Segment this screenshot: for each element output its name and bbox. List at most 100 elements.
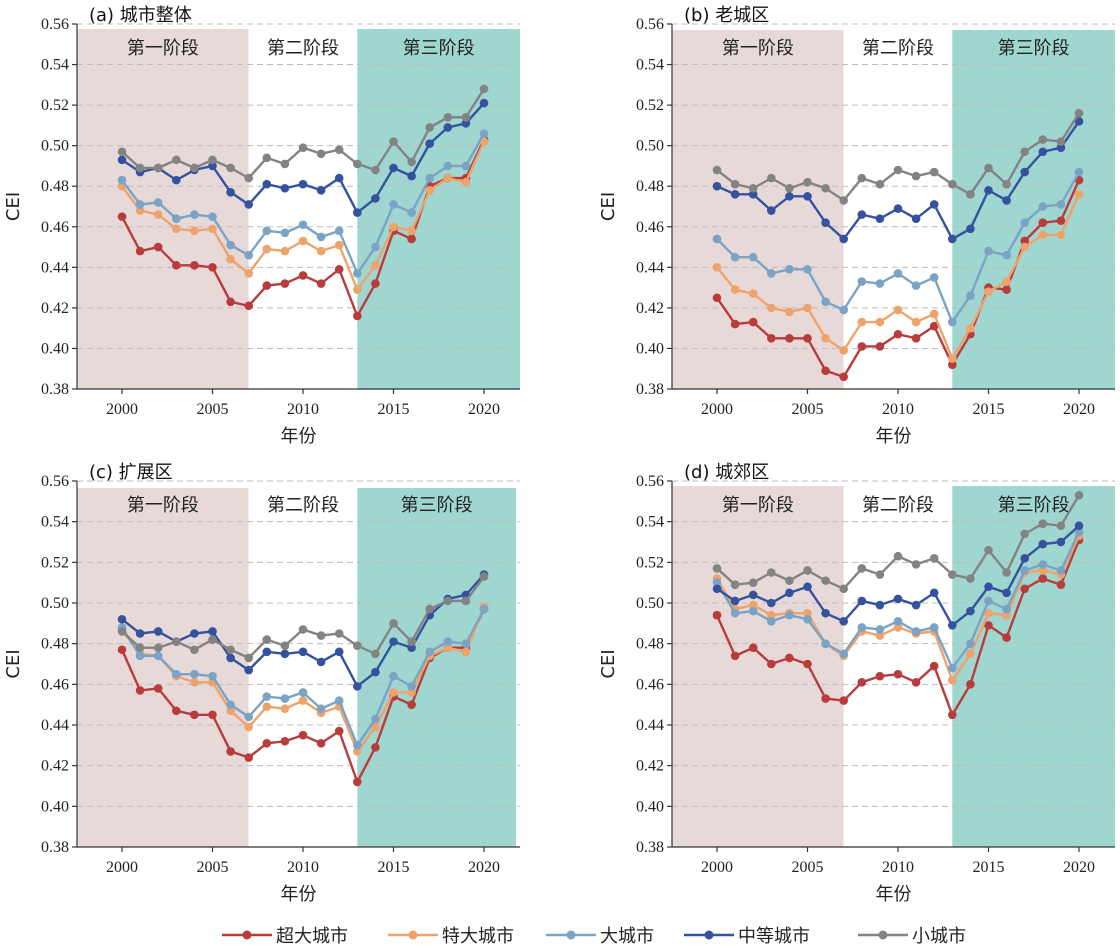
data-point — [226, 747, 235, 756]
data-point — [118, 176, 127, 185]
x-tick-label: 2005 — [792, 401, 824, 418]
data-point — [444, 174, 453, 183]
data-point — [172, 261, 181, 270]
data-point — [353, 285, 362, 294]
data-point — [1057, 216, 1066, 225]
data-point — [1057, 521, 1066, 530]
data-point — [876, 318, 885, 327]
data-point — [154, 210, 163, 219]
data-point — [208, 156, 217, 165]
y-axis-title: CEI — [3, 192, 24, 221]
data-point — [208, 711, 217, 720]
data-point — [1020, 218, 1029, 227]
data-point — [425, 123, 434, 132]
data-point — [912, 334, 921, 343]
y-tick-label: 0.46 — [636, 676, 664, 693]
data-point — [731, 285, 740, 294]
data-point — [948, 664, 957, 673]
data-point — [785, 265, 794, 274]
legend-swatch-marker — [705, 931, 714, 940]
data-point — [263, 281, 272, 290]
data-point — [912, 627, 921, 636]
data-point — [281, 694, 290, 703]
data-point — [317, 186, 326, 195]
data-point — [244, 200, 253, 209]
data-point — [263, 227, 272, 236]
y-tick-label: 0.44 — [41, 259, 69, 276]
data-point — [226, 654, 235, 663]
data-point — [480, 99, 489, 108]
data-point — [785, 611, 794, 620]
data-point — [749, 578, 758, 587]
data-point — [930, 310, 939, 319]
data-point — [118, 615, 127, 624]
data-point — [425, 648, 434, 657]
y-tick-label: 0.40 — [636, 340, 664, 357]
stage-label: 第一阶段 — [722, 38, 794, 59]
data-point — [1002, 277, 1011, 286]
data-point — [389, 137, 398, 146]
data-point — [407, 235, 416, 244]
data-point — [876, 279, 885, 288]
data-point — [190, 629, 199, 638]
data-point — [281, 160, 290, 169]
data-point — [299, 731, 308, 740]
data-point — [425, 174, 434, 183]
data-point — [803, 178, 812, 187]
data-point — [462, 639, 471, 648]
data-point — [749, 318, 758, 327]
data-point — [930, 554, 939, 563]
x-tick-label: 2000 — [701, 401, 733, 418]
data-point — [966, 650, 975, 659]
data-point — [281, 247, 290, 256]
data-point — [767, 568, 776, 577]
y-axis-title: CEI — [598, 192, 619, 221]
data-point — [1057, 538, 1066, 547]
data-point — [371, 194, 380, 203]
data-point — [407, 227, 416, 236]
data-point — [263, 635, 272, 644]
stage-band — [249, 488, 358, 847]
data-point — [244, 302, 253, 311]
data-point — [281, 279, 290, 288]
data-point — [930, 273, 939, 282]
data-point — [713, 564, 722, 573]
data-point — [353, 741, 362, 750]
data-point — [190, 711, 199, 720]
data-point — [839, 584, 848, 593]
data-point — [208, 212, 217, 221]
data-point — [226, 298, 235, 307]
data-point — [876, 180, 885, 189]
panel-title: (c) 扩展区 — [89, 462, 173, 483]
data-point — [480, 572, 489, 581]
data-point — [821, 184, 830, 193]
data-point — [244, 251, 253, 260]
data-point — [371, 743, 380, 752]
y-tick-label: 0.38 — [41, 839, 69, 856]
data-point — [371, 650, 380, 659]
stage-band — [952, 30, 1115, 389]
data-point — [858, 174, 867, 183]
data-point — [154, 643, 163, 652]
data-point — [894, 670, 903, 679]
y-tick-label: 0.50 — [636, 138, 664, 155]
data-point — [154, 684, 163, 693]
x-tick-label: 2015 — [378, 859, 410, 876]
data-point — [118, 156, 127, 165]
data-point — [1002, 180, 1011, 189]
stage-label: 第二阶段 — [862, 495, 934, 516]
data-point — [371, 668, 380, 677]
data-point — [371, 261, 380, 270]
y-tick-label: 0.52 — [41, 554, 69, 571]
data-point — [1020, 584, 1029, 593]
data-point — [948, 354, 957, 363]
data-point — [731, 652, 740, 661]
data-point — [226, 188, 235, 197]
data-point — [353, 641, 362, 650]
y-tick-label: 0.42 — [636, 758, 664, 775]
data-point — [136, 247, 145, 256]
data-point — [803, 334, 812, 343]
data-point — [154, 198, 163, 207]
data-point — [948, 621, 957, 630]
data-point — [821, 694, 830, 703]
